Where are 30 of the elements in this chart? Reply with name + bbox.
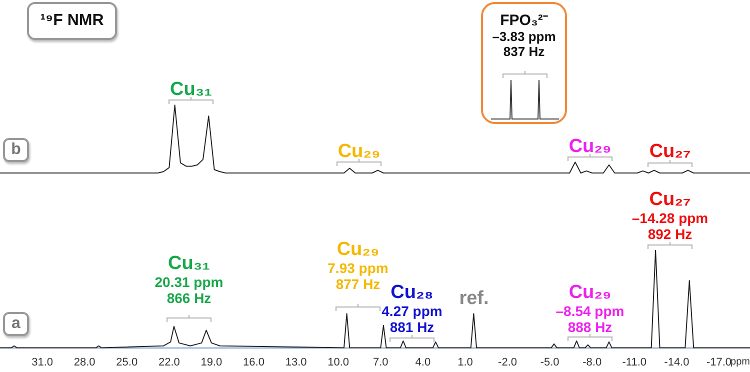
x-tick-label: -17.0 [706,356,732,368]
x-tick-label: 10.0 [328,356,350,368]
text: Cu₂₇ –14.28 ppm 892 Hz [632,189,708,242]
chart-title: ¹⁹F NMR [27,2,117,40]
x-tick-label: 13.0 [285,356,307,368]
annotation: ref. [459,288,489,309]
x-tick-label: 31.0 [32,356,54,368]
x-axis-title: ppm [730,356,750,368]
x-tick-label: -11.0 [622,356,647,368]
annotation: Cu₂₉ [568,136,612,157]
x-tick-label: 4.0 [415,356,431,368]
text: Cu₃₁ [170,79,212,100]
x-tick-label: 19.0 [200,356,222,368]
annotation: Cu₂₉ [338,141,380,162]
x-tick-label: 22.0 [158,356,180,368]
annotation: a [3,312,29,336]
annotation: b [3,138,29,162]
x-tick-label: -5.0 [540,356,560,368]
annotation: Cu₂₉ –8.54 ppm 888 Hz [556,282,624,335]
x-tick-label: 7.0 [372,356,388,368]
x-tick-label: -8.0 [582,356,602,368]
x-tick-label: 25.0 [116,356,138,368]
x-tick-label: 1.0 [458,356,473,368]
x-tick-label: -14.0 [664,356,690,368]
annotation: Cu₂₇ [649,141,691,162]
annotation: Cu₃₁ 20.31 ppm 866 Hz [154,253,224,306]
x-tick-label: -2.0 [498,356,518,368]
x-tick-label: 28.0 [74,356,96,368]
x-tick-label: 16.0 [243,356,264,368]
text: FPO₃²⁻ –3.83 ppm 837 Hz [491,12,557,59]
